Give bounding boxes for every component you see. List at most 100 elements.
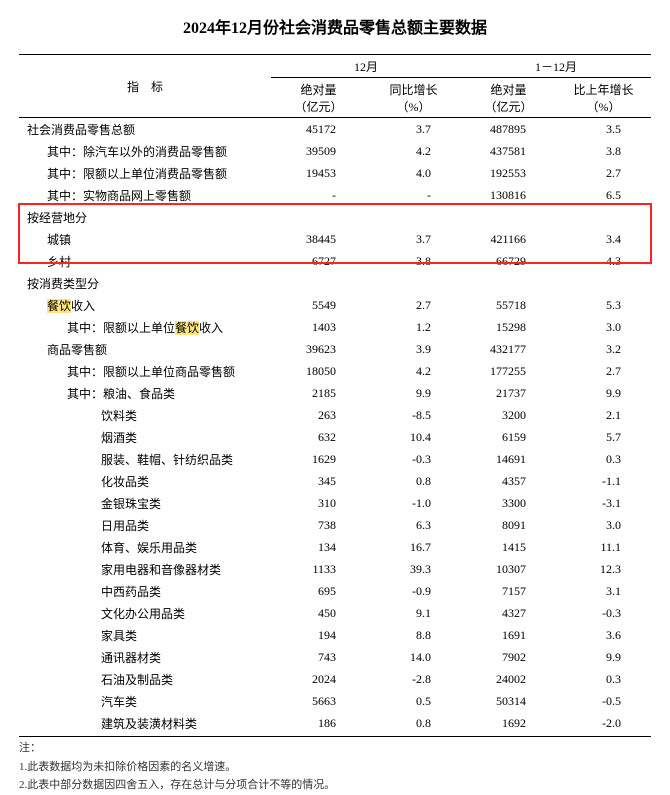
row-value: 4.3 xyxy=(556,250,651,272)
table-row: 其中：限额以上单位商品零售额180504.21772552.7 xyxy=(19,360,651,382)
row-value: 192553 xyxy=(461,162,556,184)
row-value: 1629 xyxy=(271,448,366,470)
table-row: 其中：除汽车以外的消费品零售额395094.24375813.8 xyxy=(19,140,651,162)
row-value: 1133 xyxy=(271,558,366,580)
table-row: 金银珠宝类310-1.03300-3.1 xyxy=(19,492,651,514)
row-value: 2.7 xyxy=(556,360,651,382)
row-value: 6.5 xyxy=(556,184,651,206)
row-value: -0.5 xyxy=(556,690,651,712)
row-value xyxy=(366,272,461,294)
row-value: 10307 xyxy=(461,558,556,580)
row-indicator: 中西药品类 xyxy=(19,580,271,602)
row-value: 24002 xyxy=(461,668,556,690)
row-value: 1692 xyxy=(461,712,556,734)
row-value: - xyxy=(366,184,461,206)
row-indicator: 商品零售额 xyxy=(19,338,271,360)
col-header-dec: 12月 xyxy=(271,55,461,78)
row-indicator: 社会消费品零售总额 xyxy=(19,118,271,141)
row-value: 14.0 xyxy=(366,646,461,668)
row-value: 5.3 xyxy=(556,294,651,316)
row-value: 3.4 xyxy=(556,228,651,250)
row-value: 66729 xyxy=(461,250,556,272)
row-value: 3.8 xyxy=(556,140,651,162)
row-value: 3300 xyxy=(461,492,556,514)
row-indicator: 乡村 xyxy=(19,250,271,272)
row-value: -2.8 xyxy=(366,668,461,690)
row-value: 0.3 xyxy=(556,668,651,690)
table-row: 城镇384453.74211663.4 xyxy=(19,228,651,250)
row-indicator: 建筑及装潢材料类 xyxy=(19,712,271,734)
table-row: 其中：限额以上单位消费品零售额194534.01925532.7 xyxy=(19,162,651,184)
row-value: 310 xyxy=(271,492,366,514)
row-indicator: 城镇 xyxy=(19,228,271,250)
row-value: -2.0 xyxy=(556,712,651,734)
table-row: 建筑及装潢材料类1860.81692-2.0 xyxy=(19,712,651,734)
row-value: 9.1 xyxy=(366,602,461,624)
row-indicator: 饮料类 xyxy=(19,404,271,426)
table-row: 石油及制品类2024-2.8240020.3 xyxy=(19,668,651,690)
row-indicator: 通讯器材类 xyxy=(19,646,271,668)
row-value: 0.5 xyxy=(366,690,461,712)
table-row: 饮料类263-8.532002.1 xyxy=(19,404,651,426)
row-value: 263 xyxy=(271,404,366,426)
row-value: 50314 xyxy=(461,690,556,712)
col-header-abs-dec: 绝对量（亿元） xyxy=(271,78,366,118)
row-value: 38445 xyxy=(271,228,366,250)
table-row: 化妆品类3450.84357-1.1 xyxy=(19,470,651,492)
row-indicator: 石油及制品类 xyxy=(19,668,271,690)
row-value: 2.7 xyxy=(556,162,651,184)
row-value: 130816 xyxy=(461,184,556,206)
note-1: 1.此表数据均为未扣除价格因素的名义增速。 xyxy=(19,758,651,777)
row-value: 3.0 xyxy=(556,316,651,338)
row-indicator: 其中：粮油、食品类 xyxy=(19,382,271,404)
table-row: 家用电器和音像器材类113339.31030712.3 xyxy=(19,558,651,580)
row-value: 9.9 xyxy=(366,382,461,404)
note-2: 2.此表中部分数据因四舍五入，存在总计与分项合计不等的情况。 xyxy=(19,776,651,795)
table-row: 餐饮收入55492.7557185.3 xyxy=(19,294,651,316)
row-value: 9.9 xyxy=(556,646,651,668)
row-value: -8.5 xyxy=(366,404,461,426)
table-row: 日用品类7386.380913.0 xyxy=(19,514,651,536)
row-indicator: 其中：限额以上单位餐饮收入 xyxy=(19,316,271,338)
row-value: 3.6 xyxy=(556,624,651,646)
table-row: 按经营地分 xyxy=(19,206,651,228)
row-value: 4.0 xyxy=(366,162,461,184)
table-row: 其中：限额以上单位餐饮收入14031.2152983.0 xyxy=(19,316,651,338)
row-value: 632 xyxy=(271,426,366,448)
row-value: 4.2 xyxy=(366,360,461,382)
table-row: 商品零售额396233.94321773.2 xyxy=(19,338,651,360)
row-value: 14691 xyxy=(461,448,556,470)
data-table: 指 标 12月 1－12月 绝对量（亿元） 同比增长（%） 绝对量（亿元） 比上… xyxy=(19,54,651,734)
table-row: 乡村67273.8667294.3 xyxy=(19,250,651,272)
row-value: -0.3 xyxy=(366,448,461,470)
row-value: 3.1 xyxy=(556,580,651,602)
row-value xyxy=(366,206,461,228)
table-row: 体育、娱乐用品类13416.7141511.1 xyxy=(19,536,651,558)
row-value: 3.5 xyxy=(556,118,651,141)
table-row: 按消费类型分 xyxy=(19,272,651,294)
row-value: 9.9 xyxy=(556,382,651,404)
row-value: 8091 xyxy=(461,514,556,536)
row-value: -0.9 xyxy=(366,580,461,602)
row-value: 450 xyxy=(271,602,366,624)
row-value: -3.1 xyxy=(556,492,651,514)
row-value: 6.3 xyxy=(366,514,461,536)
row-value: 1.2 xyxy=(366,316,461,338)
row-value: 4327 xyxy=(461,602,556,624)
notes-label: 注： xyxy=(19,739,651,758)
row-indicator: 按消费类型分 xyxy=(19,272,271,294)
row-value: 695 xyxy=(271,580,366,602)
row-indicator: 化妆品类 xyxy=(19,470,271,492)
row-value: 3.2 xyxy=(556,338,651,360)
row-value xyxy=(271,206,366,228)
row-indicator: 其中：除汽车以外的消费品零售额 xyxy=(19,140,271,162)
row-value: -0.3 xyxy=(556,602,651,624)
row-value: 3.0 xyxy=(556,514,651,536)
row-value: 1691 xyxy=(461,624,556,646)
row-indicator: 烟酒类 xyxy=(19,426,271,448)
row-value: 186 xyxy=(271,712,366,734)
row-value: 3200 xyxy=(461,404,556,426)
row-value: 432177 xyxy=(461,338,556,360)
row-value: 0.8 xyxy=(366,470,461,492)
row-value: -1.1 xyxy=(556,470,651,492)
